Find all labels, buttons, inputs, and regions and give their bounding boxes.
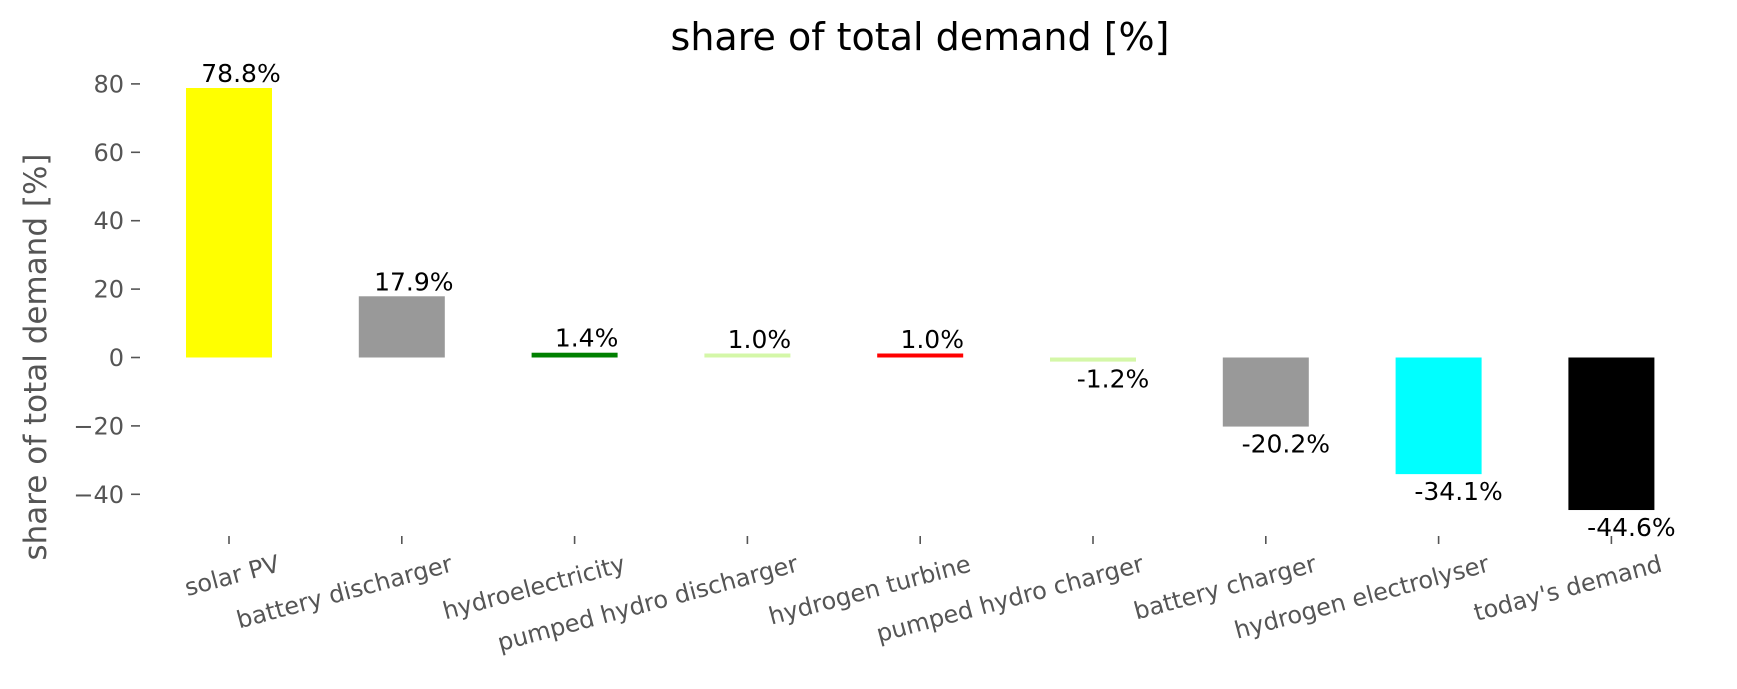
bar — [358, 296, 445, 358]
y-tick-label: 80 — [93, 70, 124, 98]
y-tick-label: −20 — [73, 412, 124, 440]
x-tick-label: pumped hydro discharger — [494, 550, 801, 657]
data-label: 78.8% — [201, 59, 280, 88]
x-tick-label: solar PV — [182, 550, 283, 602]
y-tick-label: 40 — [93, 207, 124, 235]
bar — [1568, 357, 1655, 511]
bar — [704, 353, 791, 358]
bar — [186, 88, 272, 358]
bar — [1050, 357, 1136, 362]
chart-title: share of total demand [%] — [671, 15, 1170, 59]
bar — [1222, 357, 1309, 427]
y-tick-label: 20 — [93, 276, 124, 304]
y-tick-label: 0 — [109, 344, 124, 372]
data-label: 1.0% — [728, 325, 792, 354]
y-axis-label: share of total demand [%] — [18, 153, 54, 560]
bar — [877, 353, 964, 358]
x-tick-label: today's demand — [1471, 550, 1665, 627]
bar — [531, 352, 618, 358]
data-label: -1.2% — [1077, 365, 1150, 394]
data-labels-group: 78.8% 17.9% 1.4% 1.0% 1.0% -1.2% -20.2% -34.1% -… — [201, 59, 1675, 542]
y-axis: 80 60 40 20 0 −20 −40 — [73, 70, 140, 509]
data-label: -20.2% — [1242, 430, 1330, 459]
data-label: 1.0% — [900, 325, 964, 354]
data-label: 17.9% — [374, 267, 453, 296]
y-tick-label: 60 — [93, 139, 124, 167]
data-label: -34.1% — [1414, 477, 1502, 506]
y-tick-label: −40 — [73, 481, 124, 509]
bar — [1395, 357, 1482, 475]
data-label: 1.4% — [555, 324, 619, 353]
bars-group — [186, 88, 1655, 511]
data-label: -44.6% — [1587, 513, 1675, 542]
